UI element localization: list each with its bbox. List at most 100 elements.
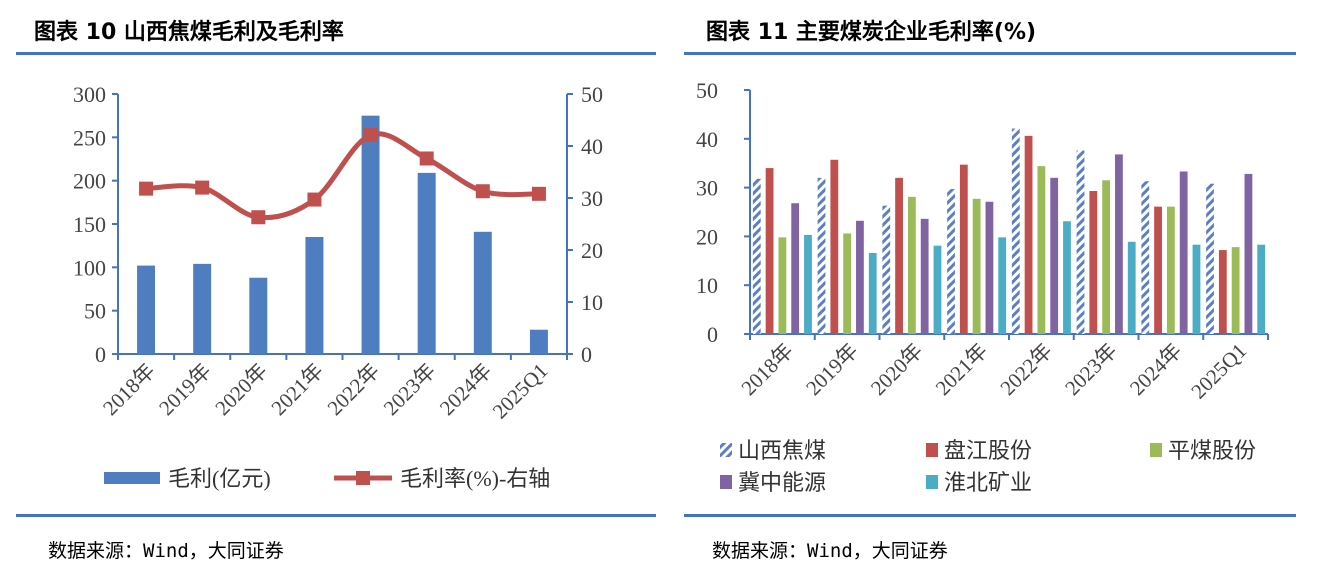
margin-line-marker (419, 151, 434, 166)
bar-冀中能源 (985, 201, 994, 334)
x-category-label: 2018年 (736, 339, 798, 401)
bar-冀中能源 (1244, 173, 1253, 334)
legend-label-淮北矿业: 淮北矿业 (944, 470, 1032, 495)
x-category-label: 2024年 (435, 359, 497, 421)
bar-淮北矿业 (1127, 241, 1136, 334)
bar-平煤股份 (1231, 247, 1240, 334)
legend-swatch-平煤股份 (1150, 443, 1162, 457)
bar-gross-profit (249, 277, 268, 354)
bar-盘江股份 (830, 159, 839, 334)
bar-盘江股份 (959, 164, 968, 334)
x-category-label: 2020年 (210, 359, 272, 421)
bar-平煤股份 (1166, 206, 1175, 334)
bar-gross-profit (417, 172, 436, 354)
right-bottom-rule (684, 514, 1296, 517)
bar-冀中能源 (1050, 177, 1059, 334)
left-top-rule (16, 52, 656, 55)
bar-平煤股份 (972, 198, 981, 334)
margin-line-marker (307, 192, 322, 207)
bar-gross-profit (361, 115, 380, 354)
x-category-label: 2023年 (1060, 339, 1122, 401)
y-tick-label: 20 (696, 224, 718, 249)
margin-line-marker (139, 181, 154, 196)
left-y-tick-label: 150 (73, 212, 106, 237)
left-chart: 050100150200250300010203040502018年2019年2… (73, 82, 603, 491)
margin-line (145, 131, 540, 221)
y-tick-label: 50 (696, 78, 718, 103)
bar-山西焦煤 (817, 177, 826, 334)
legend-label-冀中能源: 冀中能源 (738, 470, 826, 495)
y-tick-label: 10 (696, 273, 718, 298)
bar-淮北矿业 (868, 252, 877, 334)
bar-盘江股份 (1154, 206, 1162, 334)
margin-line-marker (475, 184, 490, 199)
bar-淮北矿业 (1192, 244, 1201, 334)
bar-gross-profit (305, 237, 324, 354)
left-y-tick-label: 300 (73, 82, 106, 107)
legend-swatch-冀中能源 (720, 475, 732, 489)
right-y-tick-label: 0 (581, 342, 592, 367)
right-top-rule (684, 52, 1296, 55)
x-category-label: 2021年 (931, 339, 993, 401)
x-category-label: 2022年 (323, 359, 385, 421)
x-category-label: 2025Q1 (1186, 339, 1251, 404)
left-chart-title: 图表 10 山西焦煤毛利及毛利率 (34, 20, 344, 45)
legend-label-bar: 毛利(亿元) (168, 466, 271, 491)
left-y-tick-label: 100 (73, 255, 106, 280)
bar-gross-profit (137, 265, 156, 354)
bar-冀中能源 (1115, 154, 1123, 334)
bar-山西焦煤 (1141, 181, 1150, 334)
bar-冀中能源 (856, 220, 864, 334)
bar-淮北矿业 (933, 245, 942, 334)
bar-平煤股份 (778, 237, 787, 334)
bar-冀中能源 (1179, 171, 1188, 334)
x-category-label: 2025Q1 (488, 359, 553, 424)
bar-盘江股份 (1089, 191, 1098, 334)
bar-山西焦煤 (1076, 150, 1085, 334)
right-y-tick-label: 40 (581, 134, 603, 159)
bar-山西焦煤 (1011, 128, 1020, 334)
legend-label-山西焦煤: 山西焦煤 (738, 438, 826, 463)
bar-gross-profit (193, 263, 212, 354)
right-y-tick-label: 10 (581, 290, 603, 315)
legend-swatch-山西焦煤 (720, 443, 732, 457)
legend-swatch-盘江股份 (926, 443, 938, 457)
margin-line-marker (195, 180, 210, 195)
bar-盘江股份 (1024, 135, 1033, 334)
y-tick-label: 0 (707, 322, 718, 347)
left-y-tick-label: 0 (95, 342, 106, 367)
margin-line-marker (531, 186, 546, 201)
bar-山西焦煤 (947, 189, 955, 334)
bar-冀中能源 (791, 203, 800, 334)
bar-盘江股份 (895, 177, 903, 334)
bar-山西焦煤 (752, 178, 761, 334)
right-source: 数据来源：Wind，大同证券 (712, 540, 948, 562)
bar-山西焦煤 (882, 205, 891, 334)
left-bottom-rule (16, 514, 656, 517)
x-category-label: 2018年 (98, 359, 160, 421)
legend-swatch-bar (104, 472, 160, 484)
bar-淮北矿业 (804, 234, 812, 334)
right-chart: 0 10 20 30 40 50 2018年 2019年 2020年 2021年 2022年 2023… (696, 78, 1269, 495)
bar-平煤股份 (907, 196, 916, 334)
bar-gross-profit (529, 329, 548, 354)
left-y-tick-label: 200 (73, 169, 106, 194)
x-category-label: 2020年 (866, 339, 928, 401)
y-tick-label: 40 (696, 127, 718, 152)
left-source: 数据来源：Wind，大同证券 (48, 540, 284, 562)
bar-山西焦煤 (1206, 183, 1214, 334)
legend-swatch-marker (356, 471, 370, 485)
x-category-label: 2022年 (995, 339, 1057, 401)
x-category-label: 2021年 (266, 359, 328, 421)
bar-冀中能源 (920, 218, 929, 334)
bar-淮北矿业 (1257, 244, 1266, 334)
legend-label-line: 毛利率(%)-右轴 (400, 466, 550, 491)
bar-平煤股份 (1102, 180, 1111, 334)
right-chart-title: 图表 11 主要煤炭企业毛利率(%) (706, 20, 1037, 45)
x-category-label: 2024年 (1125, 339, 1187, 401)
bar-盘江股份 (765, 168, 774, 334)
x-category-label: 2019年 (154, 359, 216, 421)
legend-label-平煤股份: 平煤股份 (1168, 438, 1256, 463)
bar-淮北矿业 (1063, 221, 1071, 334)
bar-gross-profit (473, 231, 492, 354)
